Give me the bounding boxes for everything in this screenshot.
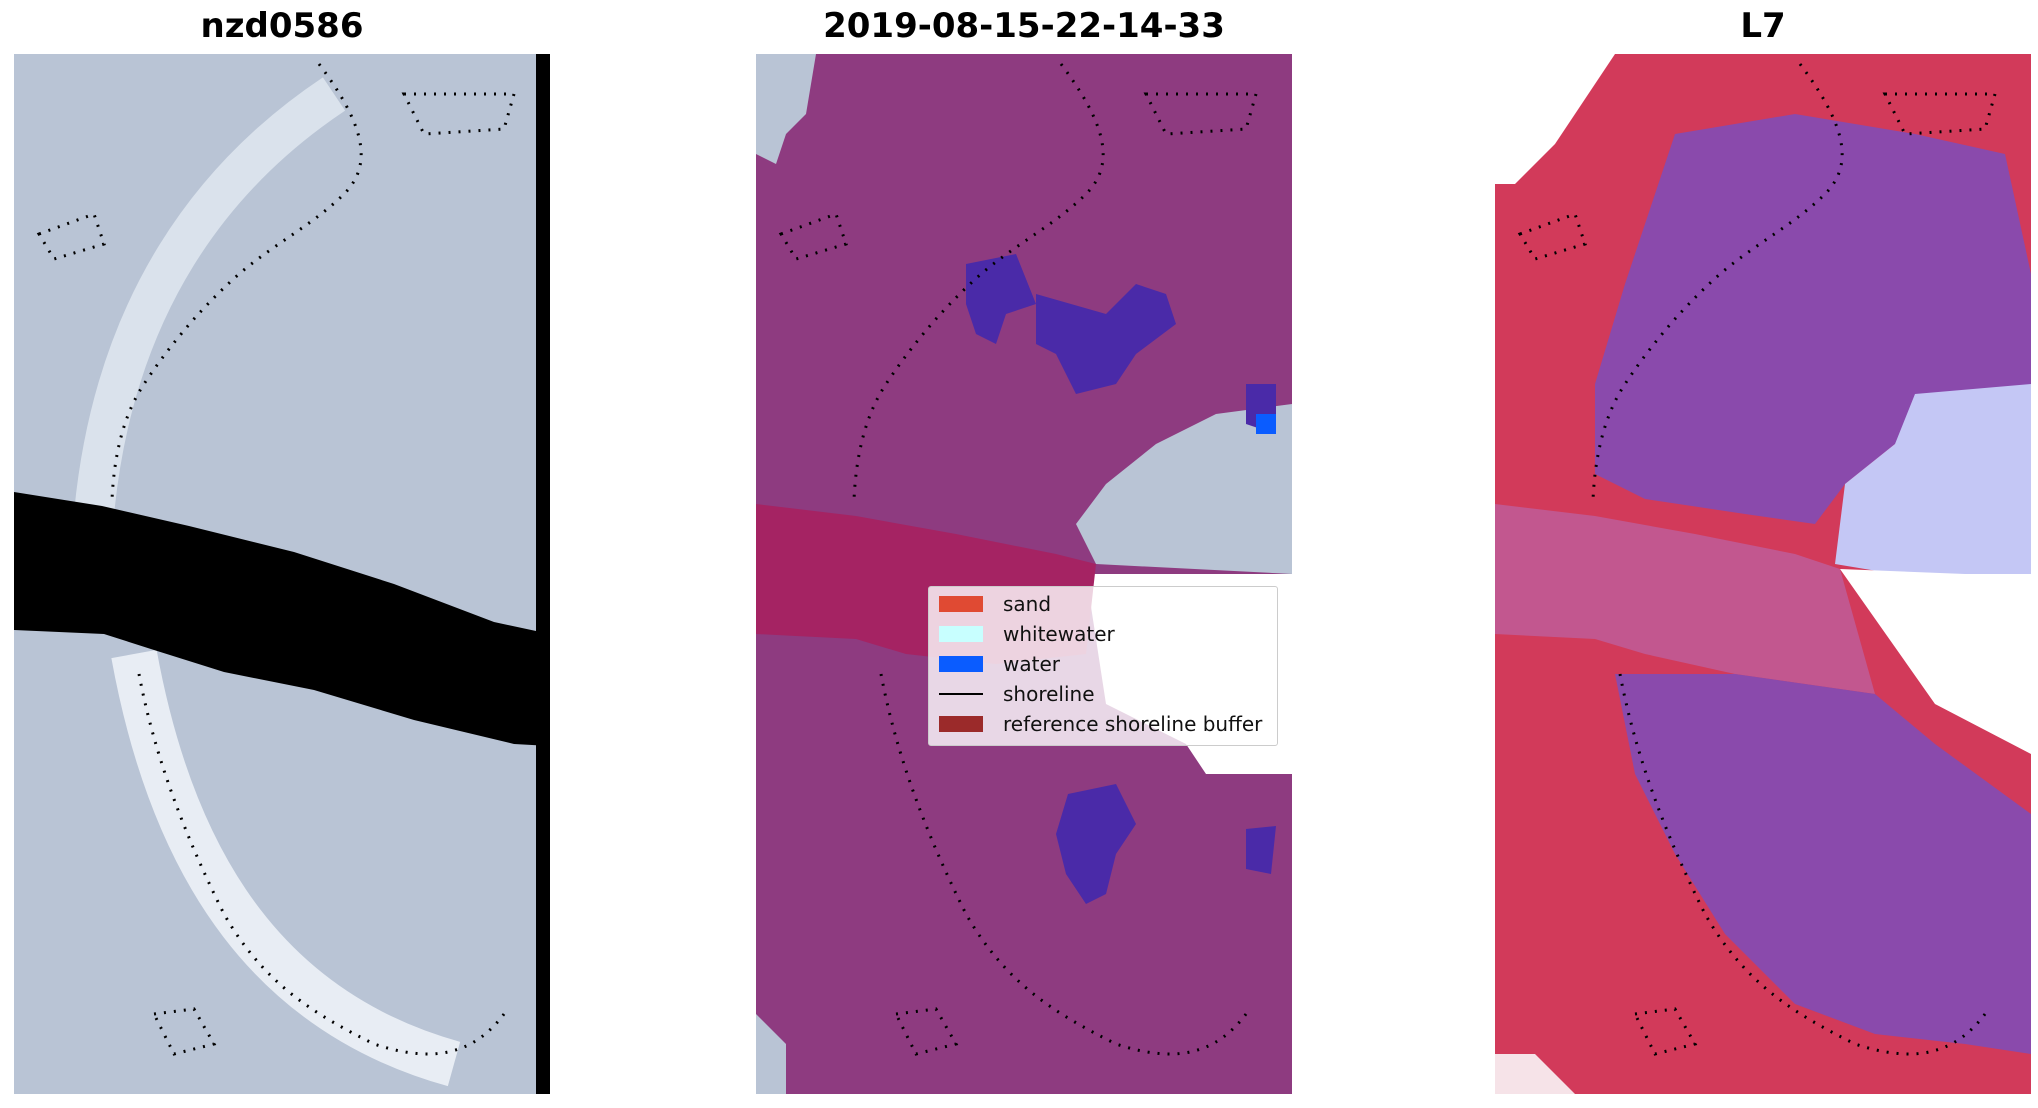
shoreline-islet: [36, 212, 106, 261]
nodata-corner: [1495, 1054, 1575, 1094]
panel-title-date: 2019-08-15-22-14-33: [823, 6, 1225, 46]
reference-buffer-band: [1495, 504, 1875, 694]
legend-label: sand: [1003, 592, 1052, 616]
legend-swatch: [939, 626, 983, 642]
legend-label: reference shoreline buffer: [1003, 712, 1263, 736]
shoreline-islet: [778, 212, 848, 261]
nodata-wedge: [1840, 569, 2031, 754]
legend-label: whitewater: [1003, 622, 1115, 646]
legend-item-sand: sand: [939, 590, 1051, 618]
legend-item-whitewater: whitewater: [939, 620, 1115, 648]
shoreline-islet: [1632, 1007, 1698, 1056]
legend: sand whitewater water shoreline referenc…: [928, 586, 1278, 746]
shoreline-islet: [151, 1007, 217, 1056]
legend-label: water: [1003, 652, 1060, 676]
nodata-band: [14, 492, 550, 746]
shoreline-islet: [1882, 92, 1997, 136]
legend-item-water: water: [939, 650, 1060, 678]
whitewater-index-region: [1835, 384, 2031, 614]
rgb-image-panel: [14, 54, 550, 1094]
shoreline-islet: [1143, 92, 1258, 136]
legend-item-shoreline: shoreline: [939, 680, 1095, 708]
water-pixels: [1056, 784, 1136, 904]
legend-swatch: [939, 596, 983, 612]
nodata-edge: [536, 54, 550, 1094]
legend-item-buffer: reference shoreline buffer: [939, 710, 1262, 738]
index-panel: [1495, 54, 2031, 1094]
beach-arc-upper: [74, 77, 346, 516]
shoreline-islet: [893, 1007, 959, 1056]
water-pixels: [1036, 284, 1176, 394]
nodata-corner: [1495, 54, 1615, 184]
legend-line: [939, 693, 983, 695]
legend-swatch: [939, 716, 983, 732]
water-pixels: [966, 254, 1036, 344]
panel-title-rgb: nzd0586: [200, 6, 364, 46]
water-class-pixels: [1256, 414, 1276, 434]
beach-arc-lower: [111, 649, 461, 1087]
legend-swatch: [939, 656, 983, 672]
panel-title-index: L7: [1740, 6, 1786, 46]
classification-panel: [756, 54, 1292, 1094]
water-index-region: [1615, 674, 2031, 1054]
shoreline-islet: [401, 92, 516, 136]
legend-label: shoreline: [1003, 682, 1095, 706]
water-pixels: [1246, 826, 1276, 874]
shoreline-islet: [1517, 212, 1587, 261]
